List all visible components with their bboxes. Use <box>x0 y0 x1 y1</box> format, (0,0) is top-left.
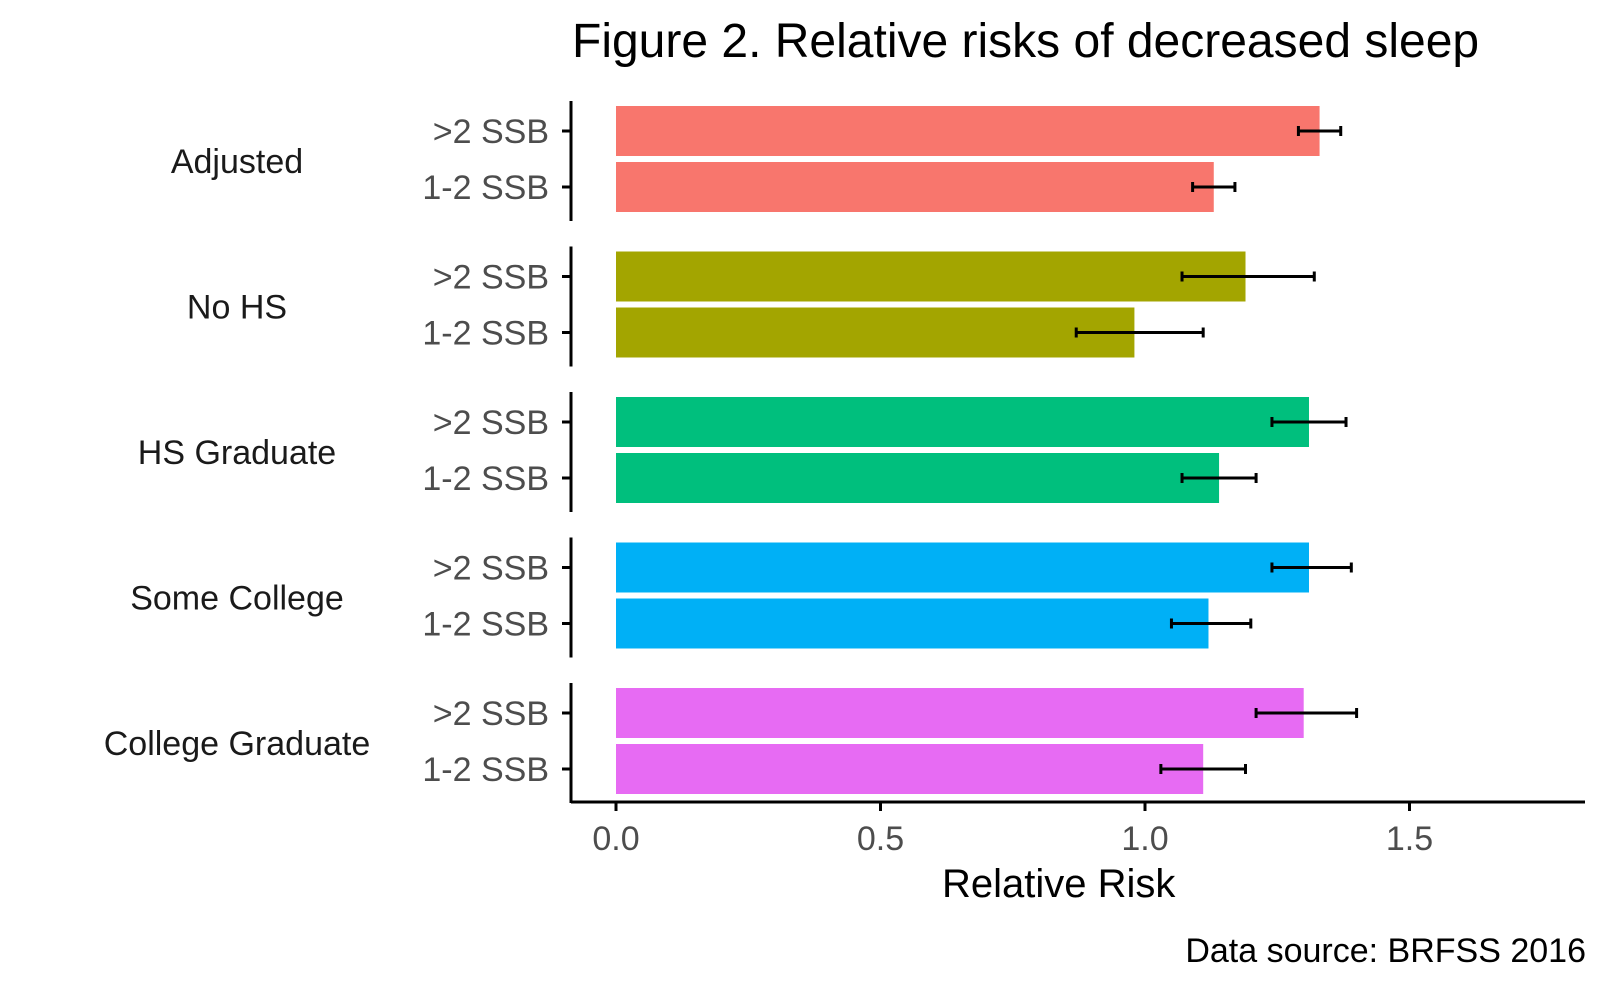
x-tick-label: 1.5 <box>1386 820 1433 858</box>
bar <box>616 307 1135 358</box>
x-tick-label: 0.0 <box>592 820 639 858</box>
bar <box>616 162 1214 212</box>
y-tick-label: 1-2 SSB <box>422 169 549 207</box>
y-tick-label: >2 SSB <box>433 404 549 442</box>
x-axis-label: Relative Risk <box>942 862 1176 906</box>
bar <box>616 688 1304 738</box>
chart-title: Figure 2. Relative risks of decreased sl… <box>572 15 1480 68</box>
facet-label: HS Graduate <box>138 434 336 472</box>
bar <box>616 598 1209 649</box>
data-source-caption: Data source: BRFSS 2016 <box>1185 932 1586 970</box>
y-tick-label: >2 SSB <box>433 259 549 297</box>
y-tick-label: 1-2 SSB <box>422 315 549 353</box>
facet-label: Adjusted <box>171 143 303 181</box>
bar <box>616 397 1309 447</box>
facet-label: Some College <box>130 580 344 618</box>
facet-label: College Graduate <box>104 725 371 763</box>
y-tick-label: >2 SSB <box>433 695 549 733</box>
x-tick-label: 1.0 <box>1121 820 1168 858</box>
y-tick-label: >2 SSB <box>433 550 549 588</box>
facet-label: No HS <box>187 289 287 327</box>
bar <box>616 744 1204 794</box>
y-tick-label: 1-2 SSB <box>422 751 549 789</box>
bar <box>616 251 1246 302</box>
y-tick-label: >2 SSB <box>433 113 549 151</box>
bar <box>616 106 1320 156</box>
x-tick-label: 0.5 <box>857 820 904 858</box>
bar <box>616 542 1309 593</box>
y-tick-label: 1-2 SSB <box>422 606 549 644</box>
y-tick-label: 1-2 SSB <box>422 460 549 498</box>
bar <box>616 453 1220 503</box>
